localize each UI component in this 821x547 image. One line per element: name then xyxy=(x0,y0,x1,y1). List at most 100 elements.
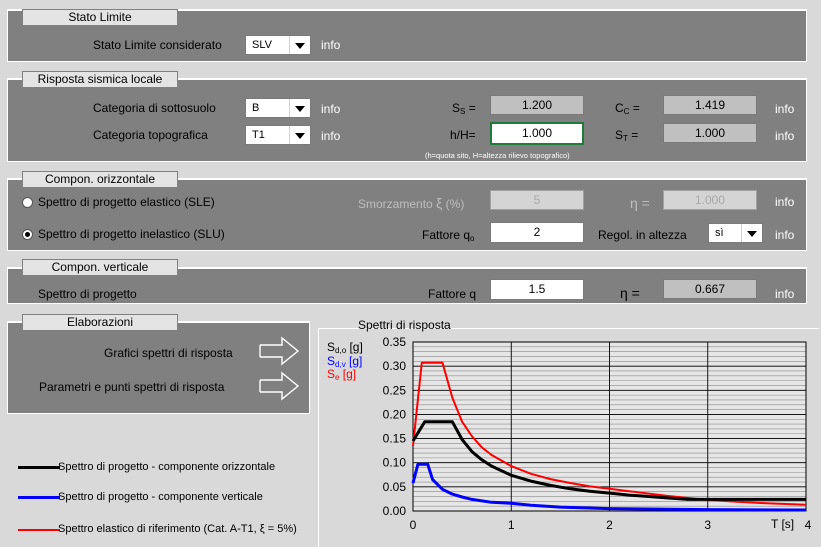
eta-dim-value: 1.000 xyxy=(663,190,757,210)
regol-value: sì xyxy=(715,227,724,239)
ylabel-sdv-sub: d,v xyxy=(335,360,346,369)
orizzontale-tab-line xyxy=(7,178,807,179)
st-label-main: S xyxy=(615,128,624,142)
smorzamento-text: Smorzamento xyxy=(358,197,433,211)
cat-sottosuolo-label: Categoria di sottosuolo xyxy=(93,101,216,115)
ss-value: 1.200 xyxy=(490,95,584,115)
regol-info-link[interactable]: info xyxy=(775,228,795,242)
cat-topo-select[interactable]: T1 xyxy=(245,125,311,145)
cat-sottosuolo-info-link[interactable]: info xyxy=(321,102,341,116)
eta-dim-label: η = xyxy=(630,195,650,211)
stato-limite-tab: Stato Limite xyxy=(22,9,178,25)
cat-sottosuolo-value: B xyxy=(252,102,260,114)
regol-select[interactable]: sì xyxy=(708,223,763,243)
chart-frame xyxy=(318,328,819,547)
ylabel-se: Se [g] xyxy=(327,367,356,382)
ss-label-main: S xyxy=(452,101,461,115)
hh-note: (h=quota sito, H=altezza rilievo topogra… xyxy=(425,151,570,160)
legend-label-verticale: Spettro di progetto - componente vertica… xyxy=(58,491,263,503)
eta-info-link[interactable]: info xyxy=(775,195,795,209)
ylabel-sdv-unit: [g] xyxy=(345,354,363,368)
cat-sottosuolo-select[interactable]: B xyxy=(245,98,311,118)
legend-line-elastico xyxy=(18,529,60,531)
verticale-info-link[interactable]: info xyxy=(775,287,795,301)
smorzamento-label: Smorzamento ξ (%) xyxy=(358,195,464,211)
legend-line-orizzontale xyxy=(18,466,60,469)
verticale-title: Compon. verticale xyxy=(51,260,149,274)
fattore-q-label: Fattore q xyxy=(428,287,477,301)
chevron-down-icon[interactable] xyxy=(289,99,310,117)
verticale-tab: Compon. verticale xyxy=(22,259,178,275)
arrow-right-icon[interactable] xyxy=(258,371,302,401)
hh-label: h/H= xyxy=(450,128,476,142)
risposta-tab: Risposta sismica locale xyxy=(22,71,178,87)
stato-limite-value: SLV xyxy=(252,39,272,51)
verticale-tab-line xyxy=(7,267,807,268)
legend-label-elastico: Spettro elastico di riferimento (Cat. A-… xyxy=(58,523,297,535)
cat-topo-label: Categoria topografica xyxy=(93,128,208,142)
fattore-qo-input[interactable]: 2 xyxy=(490,222,584,243)
elaborazioni-tab: Elaborazioni xyxy=(22,314,178,330)
cc-label: CC = xyxy=(615,101,640,116)
ylabel-se-sub: e xyxy=(335,373,340,382)
st-value: 1.000 xyxy=(663,123,757,143)
ss-label-sub: S xyxy=(460,107,466,116)
ylabel-sdv: Sd,v [g] xyxy=(327,354,362,369)
ylabel-sdv-main: S xyxy=(327,354,336,368)
xi-symbol: ξ xyxy=(436,195,443,211)
st-label-eq: = xyxy=(627,128,639,142)
ylabel-se-main: S xyxy=(327,367,336,381)
cc-info-link[interactable]: info xyxy=(775,102,795,116)
cc-label-main: C xyxy=(615,101,624,115)
legend-line-verticale xyxy=(18,496,60,499)
st-info-link[interactable]: info xyxy=(775,129,795,143)
cat-topo-value: T1 xyxy=(252,129,265,141)
ss-label-eq: = xyxy=(465,101,476,115)
eta-label: η = xyxy=(620,285,640,301)
fattore-qo-label: Fattore qo xyxy=(422,228,474,243)
ylabel-sdo-sub: d,o xyxy=(335,346,347,355)
chevron-down-icon[interactable] xyxy=(289,36,310,54)
ss-label: SS = xyxy=(452,101,476,116)
radio-sle-label[interactable]: Spettro di progetto elastico (SLE) xyxy=(38,195,215,209)
parametri-button-label[interactable]: Parametri e punti spettri di risposta xyxy=(39,380,225,394)
st-label: ST = xyxy=(615,128,638,143)
regol-label: Regol. in altezza xyxy=(598,228,687,242)
xlabel: T [s] xyxy=(771,517,795,531)
radio-slu[interactable] xyxy=(22,229,33,240)
smorzamento-unit: (%) xyxy=(445,197,465,211)
stato-limite-info-link[interactable]: info xyxy=(321,38,341,52)
risposta-panel xyxy=(7,79,807,162)
ylabel-se-unit: [g] xyxy=(339,367,357,381)
cat-topo-info-link[interactable]: info xyxy=(321,129,341,143)
verticale-label: Spettro di progetto xyxy=(38,287,137,301)
fattore-q-input[interactable]: 1.5 xyxy=(490,279,584,300)
stato-limite-title: Stato Limite xyxy=(68,10,132,24)
elaborazioni-title: Elaborazioni xyxy=(66,315,134,329)
chevron-down-icon[interactable] xyxy=(741,224,762,242)
legend-label-orizzontale: Spettro di progetto - componente orizzon… xyxy=(58,461,276,473)
fattore-qo-sub: o xyxy=(470,234,475,243)
orizzontale-tab: Compon. orizzontale xyxy=(22,171,178,187)
arrow-right-icon[interactable] xyxy=(258,336,302,366)
cc-value: 1.419 xyxy=(663,95,757,115)
cc-label-sub: C xyxy=(623,107,630,116)
grafici-button-label[interactable]: Grafici spettri di risposta xyxy=(104,346,233,360)
radio-sle[interactable] xyxy=(22,197,33,208)
risposta-title: Risposta sismica locale xyxy=(37,72,163,86)
stato-limite-label: Stato Limite considerato xyxy=(93,38,222,52)
chart-title: Spettri di risposta xyxy=(358,318,451,332)
stato-limite-tab-line xyxy=(7,9,807,10)
orizzontale-title: Compon. orizzontale xyxy=(44,172,156,186)
st-label-sub: T xyxy=(623,134,628,143)
risposta-tab-line xyxy=(7,78,807,79)
elaborazioni-panel xyxy=(7,322,310,414)
chevron-down-icon[interactable] xyxy=(289,126,310,144)
radio-slu-label[interactable]: Spettro di progetto inelastico (SLU) xyxy=(38,227,225,241)
smorzamento-input: 5 xyxy=(490,190,584,210)
hh-input[interactable]: 1.000 xyxy=(490,122,584,145)
stato-limite-select[interactable]: SLV xyxy=(245,35,311,55)
cc-label-eq: = xyxy=(629,101,640,115)
fattore-qo-text: Fattore q xyxy=(422,228,471,242)
eta-value: 0.667 xyxy=(663,279,757,299)
